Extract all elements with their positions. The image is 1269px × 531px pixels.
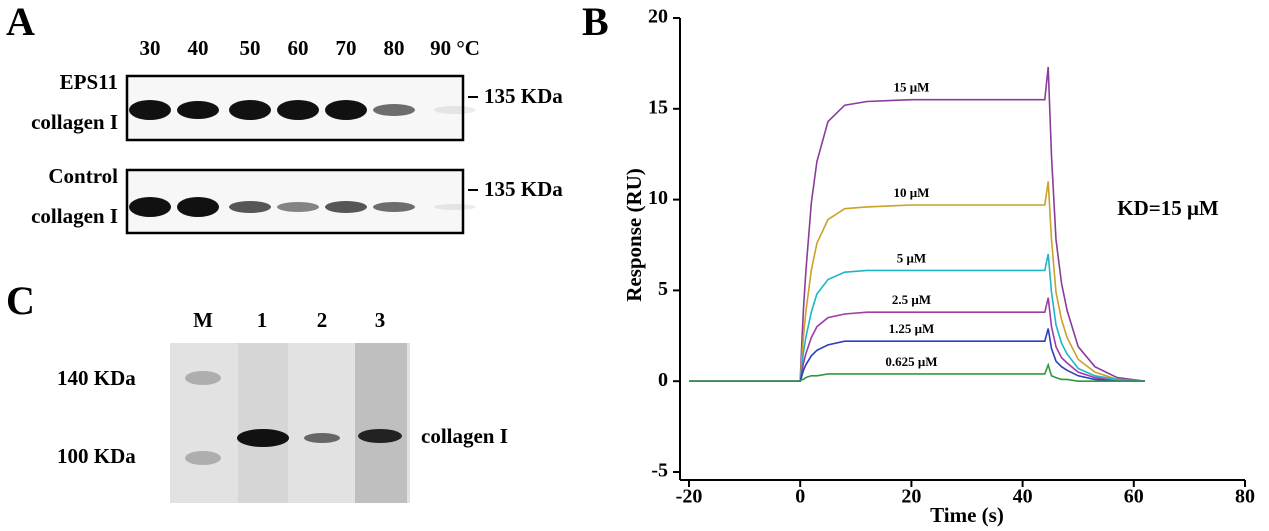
temperature-label: 50 (240, 36, 261, 60)
blot-band (277, 202, 319, 212)
gel-lane-smear (238, 343, 288, 503)
curve-label: 0.625 μM (885, 354, 937, 369)
temperature-label: 80 (384, 36, 405, 60)
blot-band (373, 202, 415, 212)
panel-label: C (6, 278, 35, 323)
sensorgram (689, 181, 1145, 382)
gel-band (304, 433, 340, 443)
blot-band (325, 201, 367, 213)
x-tick-label: 60 (1124, 486, 1144, 508)
blot-band (129, 197, 171, 217)
x-tick-label: 40 (1013, 486, 1033, 508)
lane-label: 1 (257, 308, 268, 332)
x-tick-label: 0 (795, 486, 805, 508)
sensorgram (689, 328, 1145, 382)
blot-band (129, 100, 171, 120)
blot-band (229, 201, 271, 213)
gel-lane-smear (355, 343, 407, 503)
blot-band (177, 197, 219, 217)
annotation: KD=15 μM (1117, 196, 1219, 220)
x-tick-label: -20 (676, 486, 703, 508)
sensorgram (689, 297, 1145, 382)
temperature-label: 70 (336, 36, 357, 60)
temperature-label: 60 (288, 36, 309, 60)
y-tick-label: 0 (658, 369, 668, 391)
gel-band (185, 451, 221, 465)
marker-label: 140 KDa (57, 366, 136, 390)
blot-band (177, 101, 219, 119)
y-tick-label: 10 (648, 187, 668, 209)
x-tick-label: 80 (1235, 486, 1255, 508)
blot-band (277, 100, 319, 120)
marker-label: 100 KDa (57, 444, 136, 468)
y-tick-label: 15 (648, 96, 668, 118)
curve-label: 5 μM (897, 250, 926, 265)
gel-band (185, 371, 221, 385)
sensorgram (689, 66, 1146, 382)
lane-label: M (193, 308, 213, 332)
lane-label: 2 (317, 308, 328, 332)
x-axis-title: Time (s) (930, 503, 1004, 527)
y-tick-label: 20 (648, 6, 668, 28)
x-tick-label: 20 (901, 486, 921, 508)
gel-band (237, 429, 289, 447)
marker-label: 135 KDa (484, 177, 563, 201)
blot-frame (125, 168, 465, 235)
y-tick-label: -5 (651, 460, 668, 482)
sensorgram (689, 253, 1145, 382)
y-axis-title: Response (RU) (622, 168, 646, 302)
temperature-label: 30 (140, 36, 161, 60)
blot-band (434, 204, 476, 210)
curve-label: 1.25 μM (889, 321, 935, 336)
gel-band (358, 429, 402, 443)
row-label: EPS11 (60, 70, 118, 94)
row-label: collagen I (31, 204, 118, 228)
temperature-label: 90 °C (430, 36, 480, 60)
row-label: Control (48, 164, 118, 188)
lane-label: 3 (375, 308, 386, 332)
row-label: collagen I (31, 110, 118, 134)
band-label: collagen I (421, 424, 508, 448)
blot-band (373, 104, 415, 116)
panel-label: B (582, 0, 609, 44)
curve-label: 10 μM (893, 185, 929, 200)
y-tick-label: 5 (658, 278, 668, 300)
blot-band (434, 106, 476, 114)
temperature-label: 40 (188, 36, 209, 60)
sensorgram (689, 362, 1145, 382)
panel-label: A (6, 0, 35, 44)
marker-label: 135 KDa (484, 84, 563, 108)
curve-label: 2.5 μM (892, 292, 931, 307)
blot-band (325, 100, 367, 120)
blot-band (229, 100, 271, 120)
curve-label: 15 μM (893, 80, 929, 95)
